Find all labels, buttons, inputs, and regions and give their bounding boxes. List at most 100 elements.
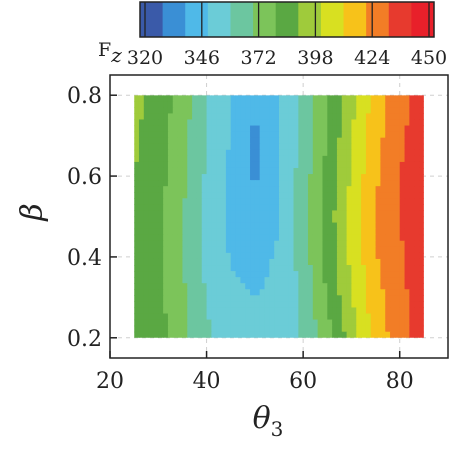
contour-cell	[356, 186, 362, 193]
contour-cell	[288, 107, 295, 115]
contour-cell	[404, 277, 410, 284]
contour-cell	[172, 204, 179, 212]
contour-cell	[380, 174, 386, 181]
contour-cell	[307, 271, 314, 278]
contour-cell	[394, 149, 401, 157]
contour-cell	[225, 289, 232, 296]
contour-cell	[250, 234, 256, 242]
contour-cell	[356, 283, 362, 290]
contour-cell	[375, 307, 381, 315]
contour-cell	[332, 240, 338, 248]
contour-cell	[138, 137, 145, 145]
contour-cell	[307, 258, 314, 266]
contour-cell	[293, 101, 299, 108]
contour-cell	[298, 313, 304, 321]
contour-cell	[399, 258, 406, 266]
contour-cell	[322, 283, 328, 290]
contour-cell	[134, 113, 140, 121]
contour-cell	[259, 167, 266, 175]
contour-cell	[211, 252, 217, 260]
contour-cell	[394, 180, 401, 187]
contour-cell	[332, 161, 338, 169]
contour-cell	[394, 167, 401, 175]
contour-cell	[298, 252, 304, 260]
contour-cell	[370, 192, 377, 199]
contour-cell	[250, 313, 256, 321]
contour-cell	[317, 283, 324, 290]
contour-cell	[134, 252, 140, 260]
contour-cell	[211, 277, 217, 284]
contour-cell	[245, 331, 251, 338]
contour-cell	[394, 301, 401, 309]
contour-cell	[365, 101, 372, 108]
contour-cell	[192, 143, 198, 151]
contour-cell	[134, 198, 140, 205]
contour-cell	[221, 283, 227, 290]
contour-cell	[172, 210, 179, 218]
contour-cell	[327, 131, 333, 139]
contour-cell	[143, 125, 150, 133]
contour-cell	[230, 216, 237, 224]
contour-cell	[192, 289, 198, 296]
contour-cell	[187, 295, 193, 302]
contour-cell	[288, 271, 295, 278]
contour-cell	[240, 174, 246, 181]
contour-cell	[361, 155, 367, 163]
contour-cell	[250, 295, 256, 302]
contour-cell	[225, 186, 232, 193]
contour-cell	[279, 210, 285, 218]
contour-cell	[177, 113, 184, 121]
contour-cell	[254, 271, 261, 278]
contour-cell	[279, 228, 285, 236]
contour-cell	[283, 149, 290, 157]
contour-cell	[336, 325, 343, 333]
contour-cell	[375, 119, 381, 127]
contour-cell	[336, 95, 343, 102]
contour-cell	[303, 167, 309, 175]
contour-cell	[346, 313, 353, 321]
contour-cell	[409, 277, 415, 284]
contour-cell	[293, 149, 299, 157]
contour-cell	[283, 192, 290, 199]
contour-cell	[307, 210, 314, 218]
contour-cell	[192, 301, 198, 309]
contour-cell	[134, 234, 140, 242]
contour-cell	[259, 137, 266, 145]
contour-cell	[341, 319, 348, 327]
contour-cell	[138, 295, 145, 302]
contour-cell	[216, 192, 222, 199]
contour-cell	[390, 240, 396, 248]
contour-cell	[365, 113, 372, 121]
contour-cell	[264, 119, 270, 127]
contour-cell	[177, 174, 184, 181]
contour-cell	[356, 313, 362, 321]
contour-cell	[206, 222, 212, 230]
contour-cell	[192, 277, 198, 284]
contour-cell	[283, 295, 290, 302]
contour-cell	[336, 301, 343, 309]
contour-cell	[196, 143, 203, 151]
contour-cell	[361, 289, 367, 296]
contour-cell	[317, 228, 324, 236]
contour-cell	[250, 240, 256, 248]
contour-cell	[240, 234, 246, 242]
contour-cell	[134, 277, 140, 284]
contour-cell	[361, 319, 367, 327]
contour-cell	[163, 252, 169, 260]
contour-cell	[394, 295, 401, 302]
contour-cell	[346, 131, 353, 139]
contour-cell	[216, 174, 222, 181]
contour-cell	[264, 210, 270, 218]
contour-cell	[394, 307, 401, 315]
contour-cell	[240, 113, 246, 121]
contour-cell	[288, 301, 295, 309]
contour-cell	[138, 319, 145, 327]
contour-cell	[385, 319, 391, 327]
contour-cell	[370, 277, 377, 284]
contour-cell	[187, 307, 193, 315]
contour-cell	[269, 167, 275, 175]
contour-cell	[283, 301, 290, 309]
contour-cell	[274, 277, 280, 284]
contour-cell	[254, 107, 261, 115]
contour-cell	[216, 107, 222, 115]
